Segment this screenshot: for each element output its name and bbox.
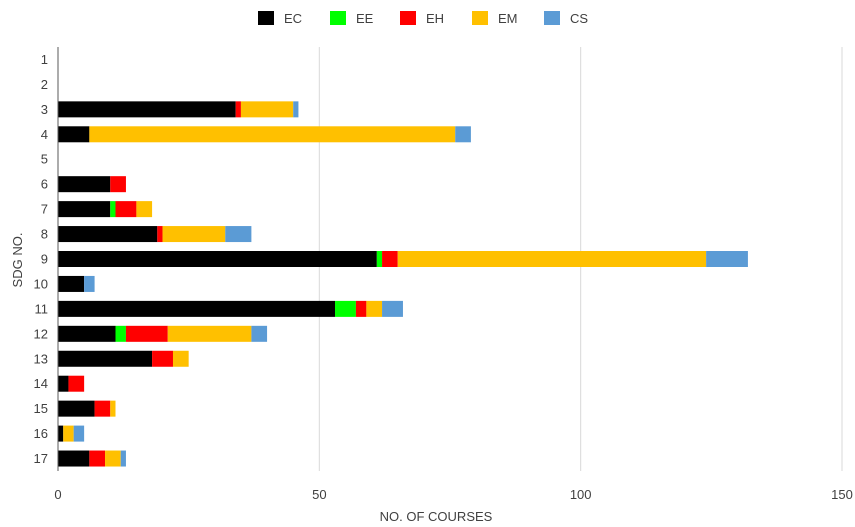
bars xyxy=(58,101,748,467)
y-tick-label: 10 xyxy=(34,276,48,291)
bar-segment-em xyxy=(110,400,116,417)
bar-segment-ec xyxy=(58,450,90,467)
x-tick-label: 0 xyxy=(54,487,61,502)
bar-segment-ee xyxy=(335,300,356,317)
bar-segment-ec xyxy=(58,126,90,143)
legend-label-ec: EC xyxy=(284,11,302,26)
y-tick-label: 17 xyxy=(34,451,48,466)
bar-segment-ee xyxy=(115,325,126,342)
bar-segment-eh xyxy=(157,226,163,243)
bar-segment-cs xyxy=(73,425,85,442)
bar-segment-eh xyxy=(355,300,367,317)
y-tick-label: 14 xyxy=(34,376,48,391)
bar-segment-em xyxy=(89,126,456,143)
bar-segment-eh xyxy=(89,450,106,467)
bar-segment-cs xyxy=(84,275,95,292)
bar-segment-ec xyxy=(58,226,158,243)
y-tick-label: 4 xyxy=(41,127,48,142)
x-axis-title: NO. OF COURSES xyxy=(380,509,493,524)
bar-segment-ec xyxy=(58,251,377,267)
legend-label-em: EM xyxy=(498,11,518,26)
y-tick-label: 8 xyxy=(41,227,48,242)
bar-segment-em xyxy=(167,325,252,342)
legend-label-cs: CS xyxy=(570,11,588,26)
bar-segment-ec xyxy=(58,350,153,367)
y-tick-label: 1 xyxy=(41,52,48,67)
bar-segment-eh xyxy=(94,400,111,417)
y-tick-label: 2 xyxy=(41,77,48,92)
bar-segment-eh xyxy=(125,325,168,342)
legend-swatch-cs xyxy=(544,11,560,25)
bar-segment-ee xyxy=(110,201,116,218)
legend-swatch-em xyxy=(472,11,488,25)
bar-segment-em xyxy=(172,350,189,367)
bar-segment-em xyxy=(366,300,383,317)
bar-segment-cs xyxy=(225,226,252,243)
bar-segment-ee xyxy=(376,251,383,267)
x-tick-label: 150 xyxy=(831,487,853,502)
bar-segment-ec xyxy=(58,425,64,442)
legend-label-ee: EE xyxy=(356,11,374,26)
y-tick-label: 6 xyxy=(41,177,48,192)
bar-segment-ec xyxy=(58,201,111,218)
bar-segment-cs xyxy=(293,101,299,118)
legend: EC EE EH EM CS xyxy=(258,11,588,26)
y-tick-label: 12 xyxy=(34,326,48,341)
legend-swatch-eh xyxy=(400,11,416,25)
y-tick-label: 11 xyxy=(35,301,49,316)
bar-segment-ec xyxy=(58,101,236,118)
bar-segment-cs xyxy=(382,300,403,317)
bar-segment-em xyxy=(162,226,226,243)
legend-label-eh: EH xyxy=(426,11,444,26)
bar-segment-eh xyxy=(115,201,137,218)
y-tick-label: 15 xyxy=(34,401,48,416)
bar-segment-cs xyxy=(706,251,748,267)
x-tick-label: 100 xyxy=(570,487,592,502)
bar-segment-eh xyxy=(110,176,126,193)
y-tick-label: 9 xyxy=(41,252,48,267)
bar-segment-eh xyxy=(68,375,85,392)
y-tick-label: 16 xyxy=(34,426,48,441)
x-tick-label: 50 xyxy=(312,487,326,502)
bar-segment-eh xyxy=(235,101,241,118)
bar-segment-cs xyxy=(120,450,126,467)
bar-segment-eh xyxy=(382,251,398,267)
bar-segment-em xyxy=(63,425,74,442)
bar-segment-ec xyxy=(58,375,69,392)
y-tick-label: 13 xyxy=(34,351,48,366)
bar-segment-em xyxy=(105,450,121,467)
legend-swatch-ee xyxy=(330,11,346,25)
bar-segment-ec xyxy=(58,300,336,317)
bar-segment-cs xyxy=(455,126,471,143)
bar-segment-ec xyxy=(58,275,85,292)
bar-segment-cs xyxy=(251,325,268,342)
x-tick-labels: 0 50 100 150 xyxy=(54,487,852,502)
bar-segment-em xyxy=(397,251,707,267)
y-axis-title: SDG NO. xyxy=(10,233,25,288)
legend-swatch-ec xyxy=(258,11,274,25)
bar-segment-ec xyxy=(58,325,116,342)
bar-segment-em xyxy=(136,201,153,218)
y-tick-label: 7 xyxy=(41,202,48,217)
bar-segment-eh xyxy=(152,350,173,367)
bar-segment-em xyxy=(240,101,294,118)
y-tick-label: 3 xyxy=(41,102,48,117)
y-tick-label: 5 xyxy=(41,152,48,167)
bar-segment-ec xyxy=(58,400,95,417)
bar-segment-ec xyxy=(58,176,111,193)
